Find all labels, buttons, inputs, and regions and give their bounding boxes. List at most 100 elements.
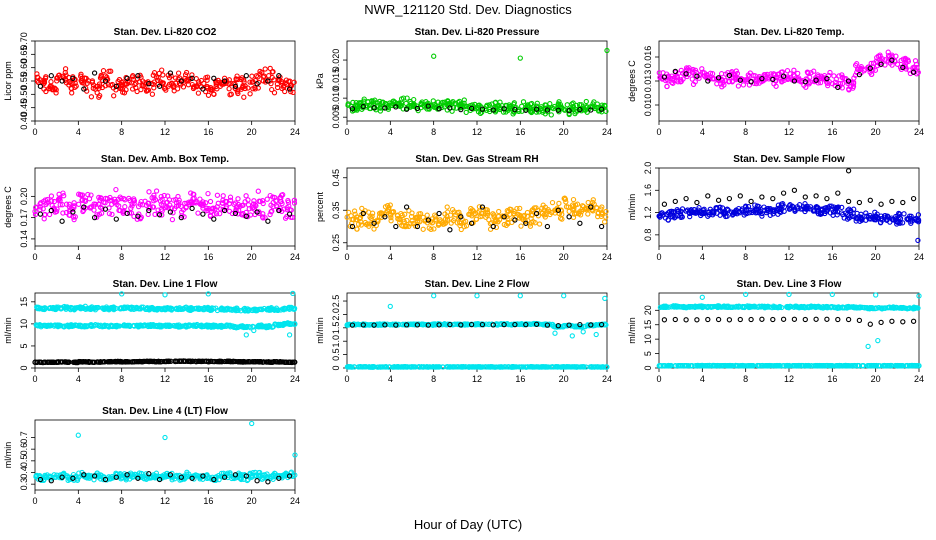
data-point	[64, 322, 71, 328]
data-point	[281, 320, 288, 327]
data-point	[227, 306, 233, 313]
y-tick-label: 1.2	[643, 206, 653, 219]
data-point	[881, 213, 888, 219]
y-tick-label: 0.45	[331, 169, 341, 187]
data-point	[167, 323, 174, 329]
data-point	[140, 83, 147, 89]
data-point	[249, 73, 255, 79]
data-point	[661, 74, 668, 80]
data-point	[402, 211, 408, 217]
data-point	[234, 204, 240, 210]
data-point	[863, 217, 869, 223]
x-tick-label: 0	[656, 374, 661, 384]
data-point	[220, 193, 226, 199]
data-point	[656, 213, 662, 219]
data-point	[252, 306, 258, 312]
data-point	[232, 323, 238, 330]
data-point	[221, 207, 228, 214]
data-point	[211, 75, 217, 81]
data-point	[259, 198, 266, 204]
series-2	[349, 103, 605, 114]
data-point	[53, 87, 59, 93]
data-point	[767, 205, 773, 212]
x-tick-label: 16	[515, 127, 525, 137]
data-point	[746, 210, 753, 216]
data-point	[109, 304, 115, 311]
data-point	[409, 218, 415, 224]
data-point	[671, 77, 677, 84]
y-axis-label: ml/min	[3, 317, 13, 344]
data-point	[97, 204, 104, 210]
data-point	[545, 206, 551, 213]
data-point	[418, 101, 424, 108]
data-point	[723, 210, 729, 216]
data-point	[191, 191, 197, 198]
data-point	[287, 78, 293, 84]
data-point	[275, 307, 281, 313]
data-point	[593, 331, 599, 338]
data-point	[174, 86, 181, 92]
data-point	[113, 359, 120, 365]
data-point	[132, 81, 138, 88]
data-point	[409, 210, 415, 216]
data-point	[151, 192, 157, 198]
data-point	[739, 207, 745, 214]
y-axis-label: percent	[315, 191, 325, 222]
data-point	[695, 209, 701, 216]
y-tick-label: 0.5	[19, 455, 29, 468]
data-point	[694, 73, 700, 79]
data-point	[37, 201, 43, 207]
data-point	[371, 105, 377, 111]
data-point	[912, 58, 919, 64]
data-point	[286, 86, 293, 92]
data-point	[267, 192, 273, 199]
data-point	[281, 206, 287, 212]
data-point	[748, 79, 754, 85]
data-point	[166, 75, 173, 81]
page-title: NWR_121120 Std. Dev. Diagnostics	[364, 2, 572, 17]
data-point	[220, 200, 226, 207]
y-tick-label: 0.7	[19, 431, 29, 444]
data-point	[490, 107, 496, 113]
x-tick-label: 4	[388, 374, 393, 384]
data-point	[570, 206, 576, 212]
data-point	[81, 204, 87, 210]
y-tick-label: 0.45	[19, 99, 29, 117]
data-point	[124, 75, 130, 81]
data-point	[111, 93, 117, 99]
data-point	[915, 212, 922, 218]
data-point	[397, 217, 403, 223]
data-point	[57, 322, 64, 329]
data-point	[121, 195, 127, 202]
data-point	[173, 80, 179, 86]
data-point	[479, 106, 486, 112]
data-point	[62, 77, 69, 83]
data-point	[94, 214, 100, 220]
data-point	[856, 71, 863, 78]
plot-frame	[346, 292, 608, 369]
data-point	[35, 305, 41, 311]
data-point	[142, 306, 149, 313]
data-point	[523, 220, 529, 226]
data-point	[907, 213, 913, 219]
data-point	[390, 208, 397, 215]
data-point	[841, 215, 847, 221]
data-point	[813, 203, 820, 210]
data-point	[410, 103, 417, 110]
data-point	[436, 106, 442, 112]
data-point	[533, 210, 540, 217]
data-point	[600, 210, 606, 217]
data-point	[889, 57, 895, 63]
data-point	[59, 218, 65, 224]
data-point	[680, 70, 686, 76]
data-point	[496, 208, 502, 215]
panel-4: Stan. Dev. Amb. Box Temp.degrees C0 4 8 12 1…	[3, 154, 300, 262]
data-point	[900, 319, 906, 325]
data-point	[679, 214, 685, 220]
data-point	[867, 197, 873, 203]
data-point	[131, 323, 137, 329]
data-point	[839, 72, 845, 78]
x-tick-label: 8	[743, 127, 748, 137]
x-tick-label: 12	[160, 252, 170, 262]
data-point	[48, 73, 54, 79]
